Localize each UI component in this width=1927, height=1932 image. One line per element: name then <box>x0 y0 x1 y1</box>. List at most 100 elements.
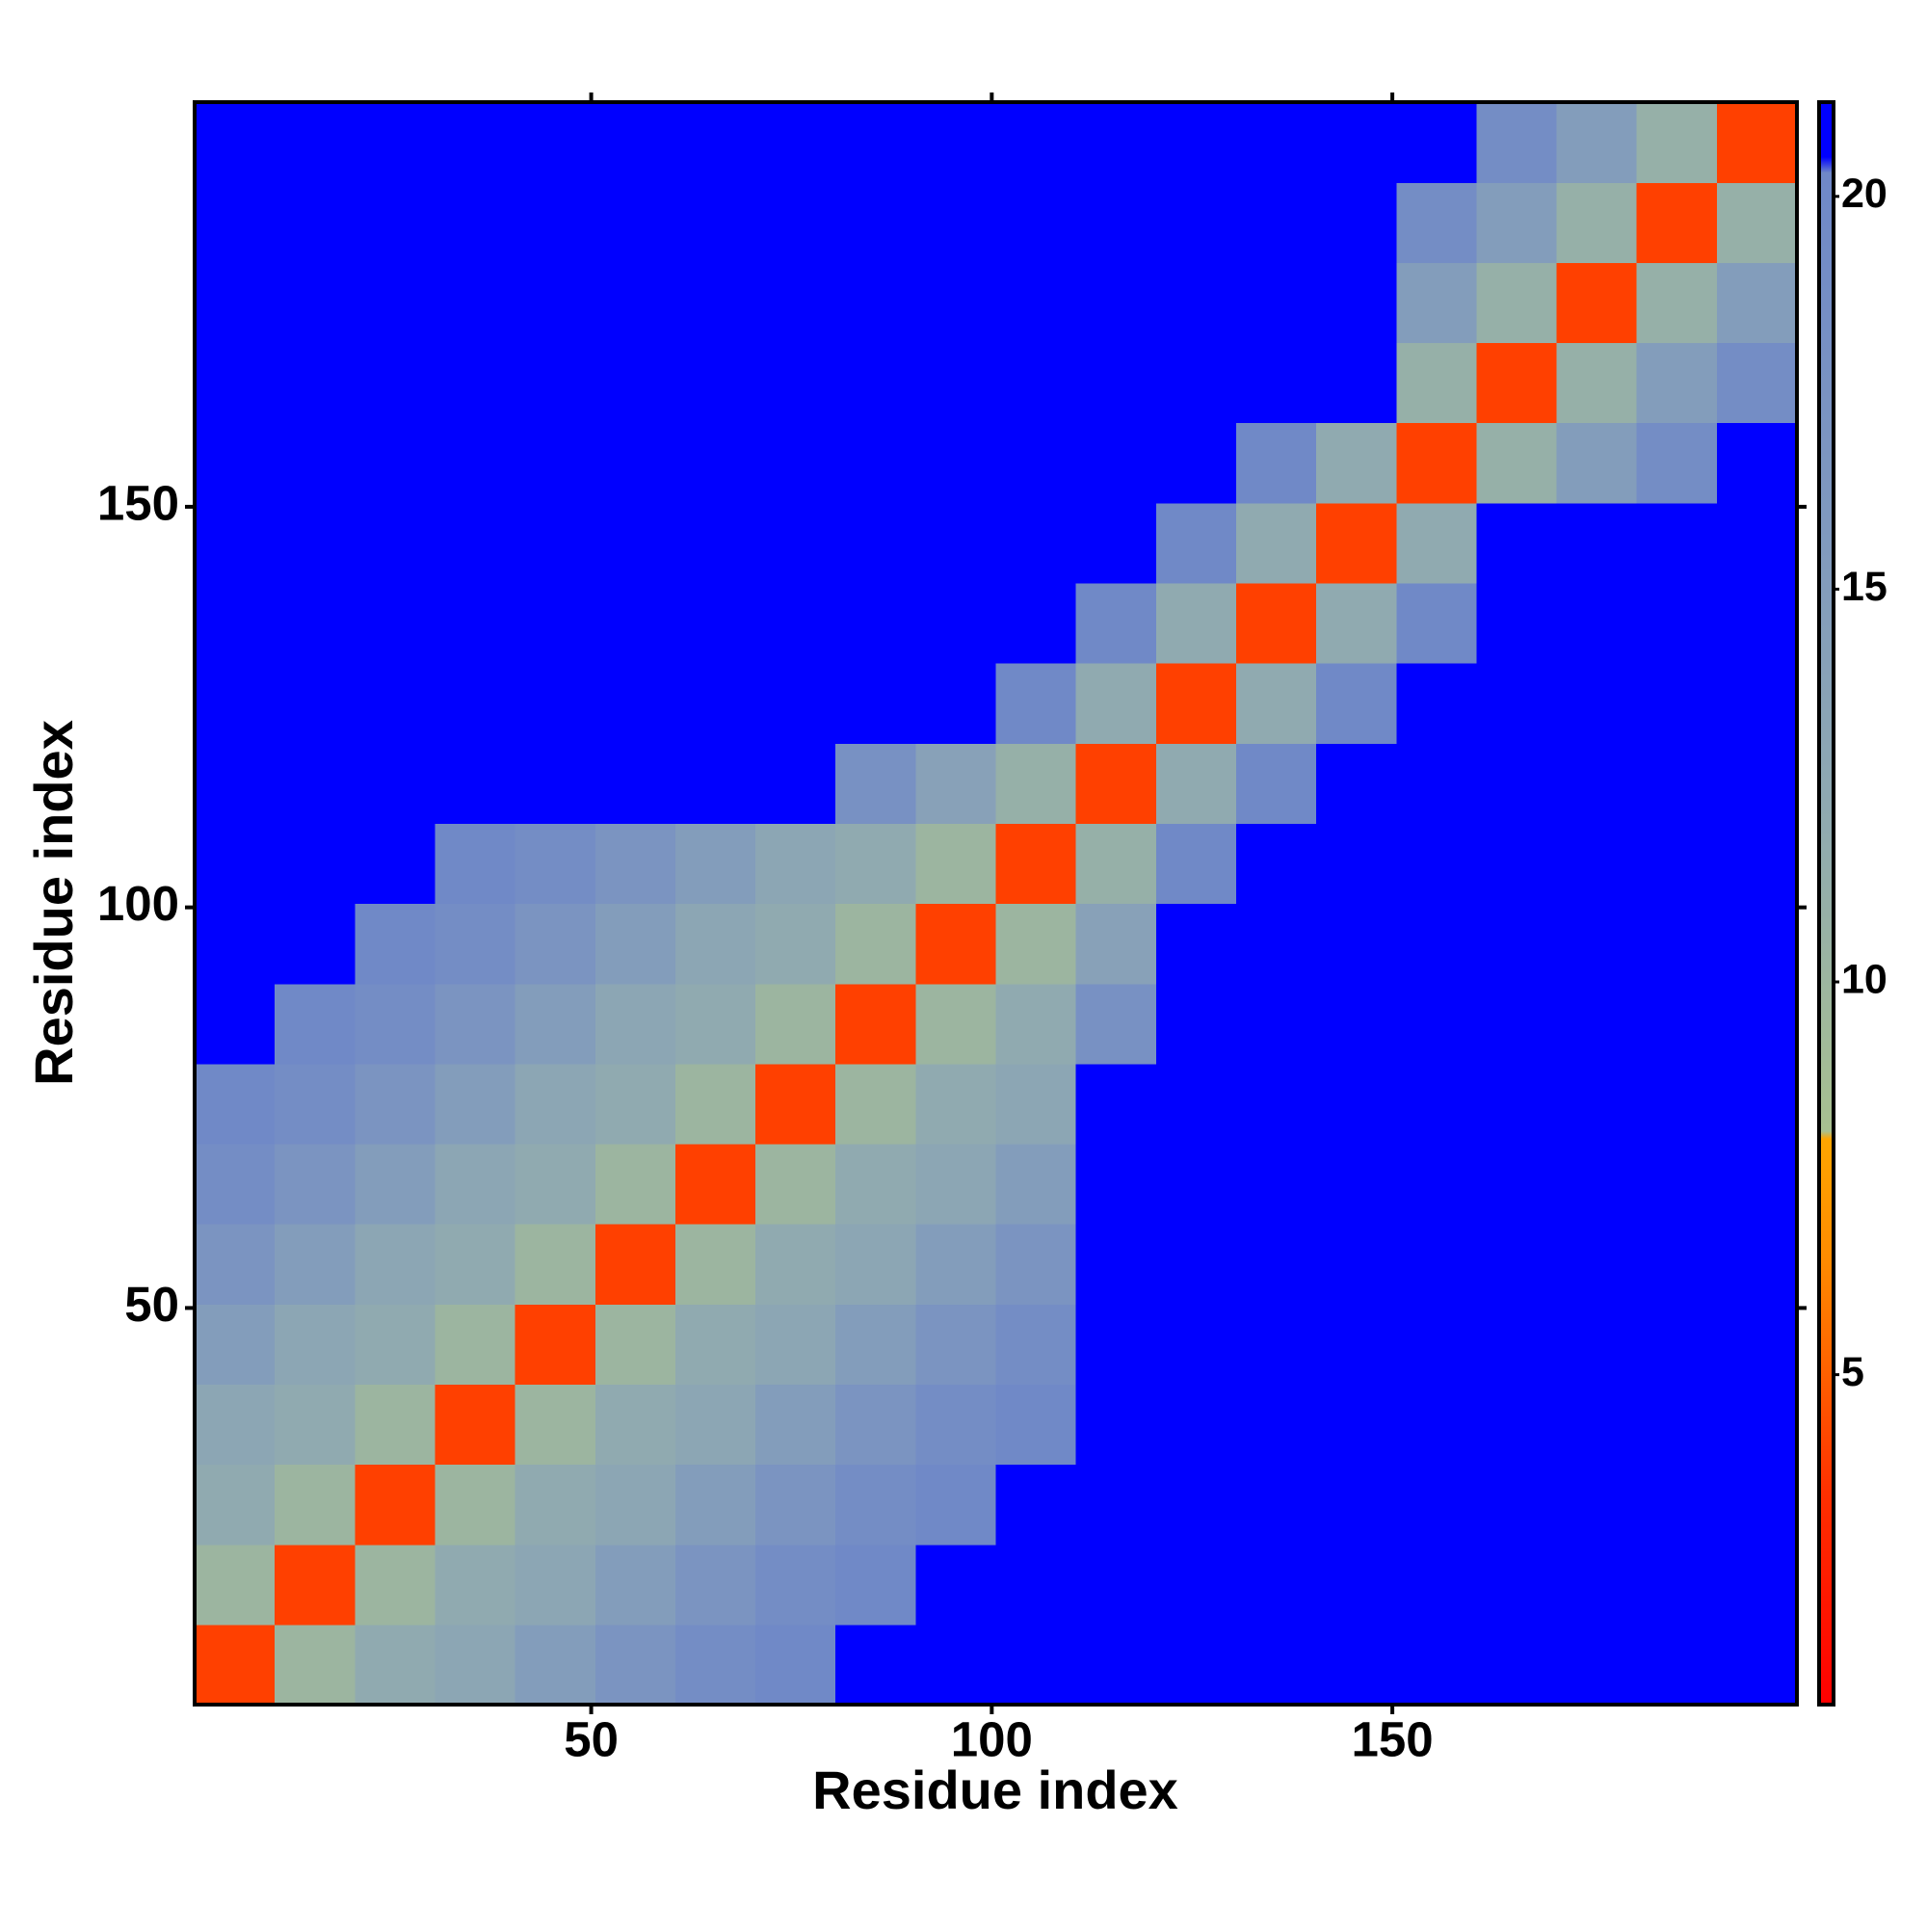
heatmap-cell <box>1476 1384 1558 1466</box>
heatmap-cell <box>195 262 276 344</box>
heatmap-cell <box>435 1304 516 1385</box>
heatmap-cell <box>915 1464 997 1546</box>
heatmap-cell <box>515 743 596 824</box>
heatmap-cell <box>1075 1544 1157 1626</box>
colorbar-tick-label: 20 <box>1841 171 1887 217</box>
heatmap-cell <box>1235 422 1317 504</box>
heatmap-cell <box>915 342 997 424</box>
heatmap-cell <box>275 823 356 905</box>
heatmap-cell <box>1075 1304 1157 1385</box>
heatmap-cell <box>1075 1063 1157 1145</box>
heatmap-cell <box>355 422 436 504</box>
heatmap-cell <box>1716 582 1798 664</box>
heatmap-cell <box>1075 182 1157 263</box>
heatmap-cell <box>594 502 676 584</box>
heatmap-cell <box>1316 1224 1397 1305</box>
heatmap-cell <box>1556 983 1638 1065</box>
heatmap-cell <box>1155 262 1237 344</box>
heatmap-cell <box>915 422 997 504</box>
heatmap-cell <box>1716 1384 1798 1466</box>
colorbar-tick-label: 10 <box>1841 956 1887 1002</box>
heatmap-cell <box>1316 1464 1397 1546</box>
heatmap-cell <box>1235 582 1317 664</box>
heatmap-cell <box>674 743 756 824</box>
heatmap-cell <box>515 1544 596 1626</box>
heatmap-cell <box>1716 342 1798 424</box>
heatmap-cell <box>355 823 436 905</box>
heatmap-cell <box>915 182 997 263</box>
heatmap-cell <box>674 182 756 263</box>
heatmap-cell <box>1476 1624 1558 1706</box>
heatmap-cell <box>674 1544 756 1626</box>
heatmap-cell <box>1396 1224 1477 1305</box>
heatmap-cell <box>1636 1464 1718 1546</box>
heatmap-cell <box>1316 342 1397 424</box>
heatmap-cell <box>755 1544 836 1626</box>
heatmap-cell <box>435 102 516 183</box>
heatmap-cell <box>1636 1384 1718 1466</box>
heatmap-cell <box>674 1143 756 1225</box>
heatmap-cell <box>1075 502 1157 584</box>
heatmap-cell <box>1316 102 1397 183</box>
heatmap-cell <box>435 342 516 424</box>
heatmap-cell <box>594 262 676 344</box>
heatmap-cell <box>674 1464 756 1546</box>
heatmap-cell <box>435 903 516 985</box>
heatmap-cell <box>995 1624 1077 1706</box>
heatmap-cell <box>515 1224 596 1305</box>
heatmap-cell <box>435 422 516 504</box>
heatmap-cell <box>1396 342 1477 424</box>
heatmap-cell <box>755 502 836 584</box>
heatmap-cell <box>1396 422 1477 504</box>
heatmap-cell <box>1235 1304 1317 1385</box>
heatmap-cell <box>1235 1544 1317 1626</box>
heatmap-cell <box>435 582 516 664</box>
heatmap-cell <box>1476 1063 1558 1145</box>
heatmap-cell <box>1396 823 1477 905</box>
heatmap-cell <box>1556 743 1638 824</box>
heatmap-cell <box>755 1624 836 1706</box>
heatmap-cell <box>1075 422 1157 504</box>
heatmap-cell <box>594 1544 676 1626</box>
axes: 50 100 150 50 100 150 5 10 15 20 <box>97 93 1887 1766</box>
heatmap-cell <box>515 1304 596 1385</box>
heatmap-cell <box>275 903 356 985</box>
heatmap-cell <box>355 903 436 985</box>
heatmap-cell <box>594 1464 676 1546</box>
heatmap-cell <box>755 743 836 824</box>
heatmap-cell <box>1636 342 1718 424</box>
heatmap-cell <box>1636 1143 1718 1225</box>
heatmap-cell <box>355 1544 436 1626</box>
heatmap-cell <box>195 743 276 824</box>
heatmap-cell <box>1556 342 1638 424</box>
heatmap-cell <box>674 422 756 504</box>
heatmap-cell <box>1075 743 1157 824</box>
heatmap-cell <box>674 903 756 985</box>
heatmap-cell <box>915 743 997 824</box>
heatmap-cell <box>1716 903 1798 985</box>
heatmap-cell <box>1075 262 1157 344</box>
heatmap-cell <box>1155 102 1237 183</box>
heatmap-cell <box>995 1464 1077 1546</box>
heatmap-cell <box>594 1384 676 1466</box>
heatmap-cell <box>195 1143 276 1225</box>
heatmap-cell <box>995 422 1077 504</box>
heatmap-cell <box>1396 983 1477 1065</box>
heatmap-cell <box>755 903 836 985</box>
heatmap-cell <box>1476 823 1558 905</box>
heatmap-cell <box>195 663 276 744</box>
heatmap-cell <box>755 342 836 424</box>
heatmap-cell <box>1316 1624 1397 1706</box>
heatmap-cell <box>1476 743 1558 824</box>
heatmap-cell <box>835 422 916 504</box>
heatmap-cell <box>674 1304 756 1385</box>
heatmap-cell <box>594 182 676 263</box>
heatmap-cell <box>515 502 596 584</box>
heatmap-cell <box>1476 182 1558 263</box>
heatmap-cell <box>1316 582 1397 664</box>
heatmap-cell <box>835 582 916 664</box>
heatmap-cell <box>995 823 1077 905</box>
heatmap-cell <box>1235 1224 1317 1305</box>
heatmap-cell <box>755 983 836 1065</box>
